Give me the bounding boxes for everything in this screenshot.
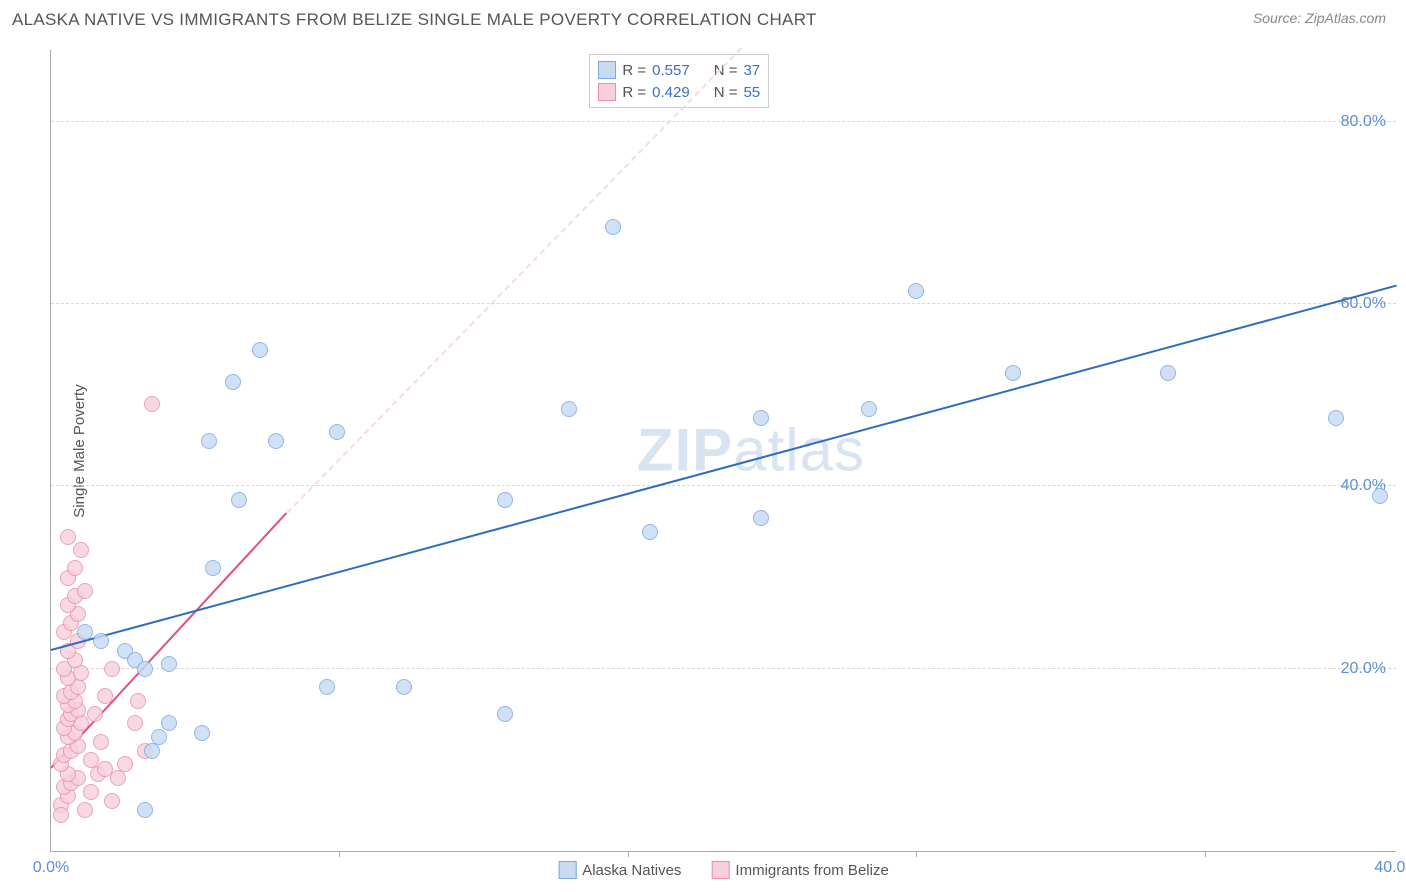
source-attribution: Source: ZipAtlas.com [1253,10,1386,26]
data-point [110,770,126,786]
y-tick-label: 80.0% [1341,113,1386,131]
x-tick-mark [628,851,629,857]
data-point [396,679,412,695]
x-tick-mark [1205,851,1206,857]
plot-area: Single Male Poverty ZIPatlas R = 0.557 N =… [50,50,1396,852]
data-point [642,524,658,540]
data-point [93,633,109,649]
data-point [753,510,769,526]
data-point [753,410,769,426]
data-point [77,802,93,818]
data-point [561,401,577,417]
legend-swatch [558,861,576,879]
data-point [83,784,99,800]
data-point [268,433,284,449]
data-point [60,529,76,545]
y-axis-label: Single Male Poverty [71,384,88,517]
legend-correlation: R = 0.557 N = 37 R = 0.429 N = 55 [589,54,769,108]
data-point [497,492,513,508]
legend-r-label: R = [622,84,646,101]
x-tick-label: 40.0% [1374,859,1406,877]
data-point [117,756,133,772]
data-point [53,807,69,823]
data-point [1328,410,1344,426]
data-point [205,560,221,576]
data-point [137,802,153,818]
data-point [161,715,177,731]
data-point [1005,365,1021,381]
data-point [97,688,113,704]
trend-line-extension [286,47,742,513]
chart-header: ALASKA NATIVE VS IMMIGRANTS FROM BELIZE … [0,0,1406,34]
data-point [605,219,621,235]
watermark: ZIPatlas [637,416,865,485]
data-point [73,665,89,681]
data-point [93,734,109,750]
legend-r-value: 0.429 [652,84,690,101]
gridline-h [51,121,1396,122]
data-point [137,661,153,677]
legend-swatch [711,861,729,879]
data-point [1160,365,1176,381]
data-point [104,793,120,809]
data-point [861,401,877,417]
trend-line [51,284,1398,650]
legend-r-value: 0.557 [652,62,690,79]
data-point [144,743,160,759]
data-point [497,706,513,722]
data-point [231,492,247,508]
data-point [104,661,120,677]
legend-series-label: Alaska Natives [582,862,681,879]
data-point [67,560,83,576]
data-point [225,374,241,390]
data-point [319,679,335,695]
legend-n-label: N = [714,84,738,101]
data-point [130,693,146,709]
legend-n-value: 55 [743,84,760,101]
legend-correlation-row: R = 0.429 N = 55 [598,81,760,103]
data-point [127,715,143,731]
legend-series-label: Immigrants from Belize [735,862,888,879]
data-point [908,283,924,299]
data-point [87,706,103,722]
data-point [201,433,217,449]
data-point [194,725,210,741]
chart-container: Single Male Poverty ZIPatlas R = 0.557 N =… [50,50,1396,852]
data-point [77,583,93,599]
x-tick-mark [339,851,340,857]
gridline-h [51,668,1396,669]
gridline-h [51,485,1396,486]
x-tick-mark [916,851,917,857]
data-point [252,342,268,358]
data-point [77,624,93,640]
chart-title: ALASKA NATIVE VS IMMIGRANTS FROM BELIZE … [12,10,817,30]
data-point [161,656,177,672]
legend-series-item: Alaska Natives [558,861,681,879]
legend-n-value: 37 [743,62,760,79]
data-point [329,424,345,440]
data-point [151,729,167,745]
legend-series: Alaska Natives Immigrants from Belize [558,861,889,879]
legend-series-item: Immigrants from Belize [711,861,888,879]
legend-swatch [598,61,616,79]
gridline-h [51,303,1396,304]
data-point [97,761,113,777]
legend-swatch [598,83,616,101]
y-tick-label: 20.0% [1341,660,1386,678]
data-point [144,396,160,412]
x-tick-label: 0.0% [33,859,69,877]
legend-correlation-row: R =0.557N =37 [598,59,760,81]
data-point [1372,488,1388,504]
legend-r-label: R = [622,62,646,79]
data-point [73,542,89,558]
